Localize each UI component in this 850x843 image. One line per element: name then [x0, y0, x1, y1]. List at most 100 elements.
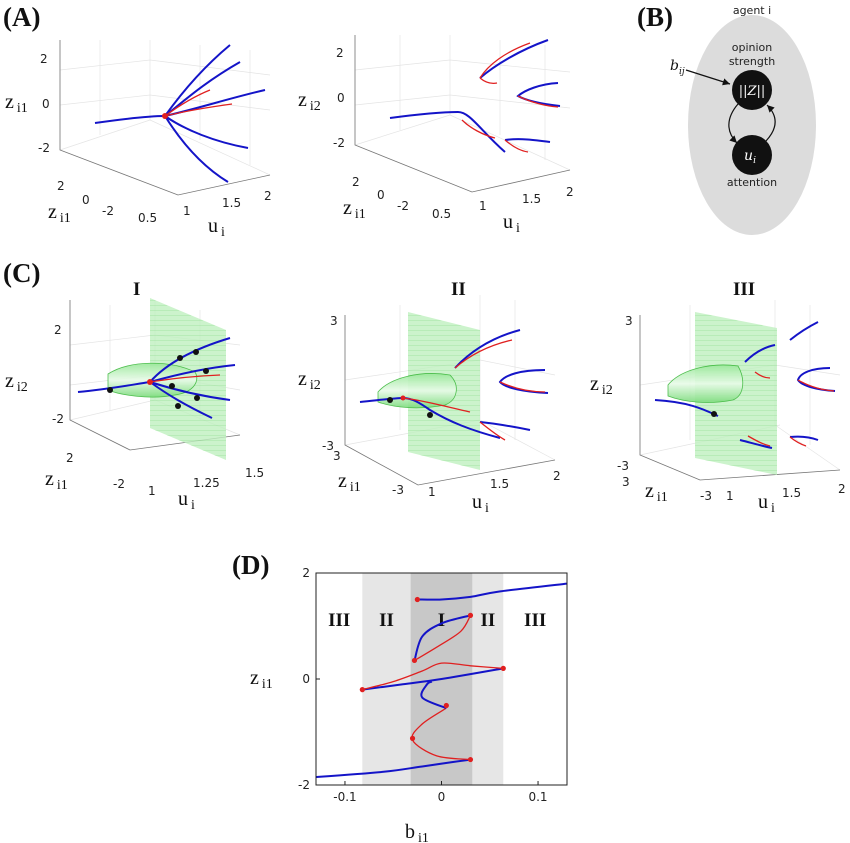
- d-series-5-unstable: [414, 615, 472, 662]
- c-i-branch-5: [149, 381, 213, 419]
- a-left-unstable-2: [164, 89, 211, 117]
- d-region-label-4: III: [524, 610, 546, 631]
- c-iii-unstable-2: [797, 379, 835, 392]
- a-left-branch-2: [164, 44, 231, 117]
- c-i-point-1: [107, 387, 113, 393]
- c-ii-zlabel: z i2: [298, 368, 321, 393]
- d-fold-point-5: [443, 702, 449, 709]
- a-right-ztick-3: -2: [333, 136, 345, 150]
- opinion-node-label: ||Z||: [739, 84, 766, 99]
- c-ii-point-1: [387, 397, 393, 403]
- c-i-ztick-2: -2: [52, 412, 64, 426]
- c-iii-ztick-1: 3: [625, 314, 633, 328]
- a-left-ylabel: z i1: [48, 201, 71, 226]
- c-iii-ytick-2: -3: [700, 489, 712, 503]
- c-i-ztick-1: 2: [54, 323, 62, 337]
- diagram-b: agent i opinion strength ||Z|| ui attent…: [670, 4, 816, 235]
- c-i-branch-1: [77, 381, 151, 393]
- a-right-xtick-1: 0.5: [432, 207, 451, 221]
- a-right-axes: [354, 35, 571, 193]
- opinion-caption-line1: opinion: [732, 41, 773, 54]
- panel-label-c: (C): [3, 258, 41, 288]
- c-i-zlabel: z i2: [5, 370, 28, 395]
- a-left-branch-6: [164, 115, 229, 183]
- d-fold-point-3: [500, 665, 506, 672]
- c-ii-fold-point: [400, 395, 406, 401]
- attention-caption: attention: [727, 176, 777, 189]
- attention-node-label: ui: [744, 148, 756, 166]
- d-ytick-label-0: -2: [298, 778, 310, 792]
- c-i-branch-4: [149, 381, 231, 401]
- panel-label-a: (A): [3, 2, 41, 32]
- a-right-unstable-2: [479, 77, 498, 84]
- c-ii-xtick-1: 1: [428, 485, 436, 499]
- a-right-unstable-5: [504, 139, 529, 153]
- a-right-unstable-1: [479, 42, 531, 79]
- attention-node: [732, 135, 772, 175]
- d-region-1: [362, 573, 411, 785]
- d-xlabel: b i1: [405, 821, 429, 843]
- d-ytick-label-2: 2: [302, 566, 310, 580]
- a-left-unstable-1: [164, 103, 233, 117]
- a-left-ytick-2: 0: [82, 193, 90, 207]
- c-iii-branch-6: [789, 435, 819, 441]
- a-left-ztick-1: 2: [40, 52, 48, 66]
- c-iii-xtick-2: 1.5: [782, 486, 801, 500]
- d-fold-points: [359, 596, 506, 763]
- chart-d: III II I II III -0.1 0 0.1-202 b i1 z i1: [250, 566, 568, 843]
- panel-label-d: (D): [232, 550, 270, 580]
- c-ii-ztick-1: 3: [330, 314, 338, 328]
- a-right-ytick-1: 2: [352, 175, 360, 189]
- c-ii-point-2: [427, 412, 433, 418]
- d-fold-point-1: [467, 612, 474, 619]
- a-right-xtick-4: 2: [566, 185, 574, 199]
- c-ii-ztick-2: -3: [322, 439, 334, 453]
- d-series-4-unstable: [362, 662, 504, 691]
- d-ylabel: z i1: [250, 667, 273, 692]
- opinion-caption-line2: strength: [729, 55, 775, 68]
- a-right-xtick-2: 1: [479, 199, 487, 213]
- a-right-zlabel: z i2: [298, 89, 321, 114]
- c-ii-ytick-1: 3: [333, 449, 341, 463]
- opinion-node: [732, 70, 772, 110]
- d-fold-point-6: [409, 735, 416, 741]
- d-ytick-label-1: 0: [302, 672, 310, 686]
- a-left-ytick-3: -2: [102, 204, 114, 218]
- c-i-point-6: [194, 395, 200, 401]
- d-region-label-2: I: [438, 610, 445, 631]
- a-left-axes: [59, 40, 271, 196]
- a-left-branch-1: [94, 115, 166, 124]
- a-right-unstable-3: [517, 95, 559, 108]
- a-left-ztick-2: 0: [42, 97, 50, 111]
- c-i-ytick-1: 2: [66, 451, 74, 465]
- c-ii-branch-4: [479, 421, 531, 431]
- c-ii-title: II: [451, 279, 466, 300]
- c-iii-unstable-1: [754, 371, 771, 379]
- c-ii-axes: [344, 315, 556, 486]
- c-iii-branch-5: [739, 439, 773, 449]
- c-iii-ytick-1: 3: [622, 475, 630, 489]
- a-left-xtick-2: 1: [183, 204, 191, 218]
- c-ii-branch-1: [359, 396, 501, 439]
- c-iii-ylabel: z i1: [645, 480, 668, 505]
- a-right-ztick-2: 0: [337, 91, 345, 105]
- c-i-xtick-1: 1: [148, 484, 156, 498]
- agent-label: agent i: [733, 4, 771, 17]
- c-i-unstable-1: [149, 374, 221, 383]
- input-arrow: [685, 69, 731, 86]
- c-ii-unstable-1: [454, 339, 513, 369]
- c-i-point-2: [177, 355, 183, 361]
- a-left-pitchfork-point: [162, 113, 168, 119]
- a-right-ytick-3: -2: [397, 199, 409, 213]
- c-iii-axes: [639, 315, 841, 481]
- a-right-unstable-4: [461, 119, 496, 139]
- a-right-ytick-2: 0: [377, 188, 385, 202]
- d-fold-point-0: [414, 596, 420, 603]
